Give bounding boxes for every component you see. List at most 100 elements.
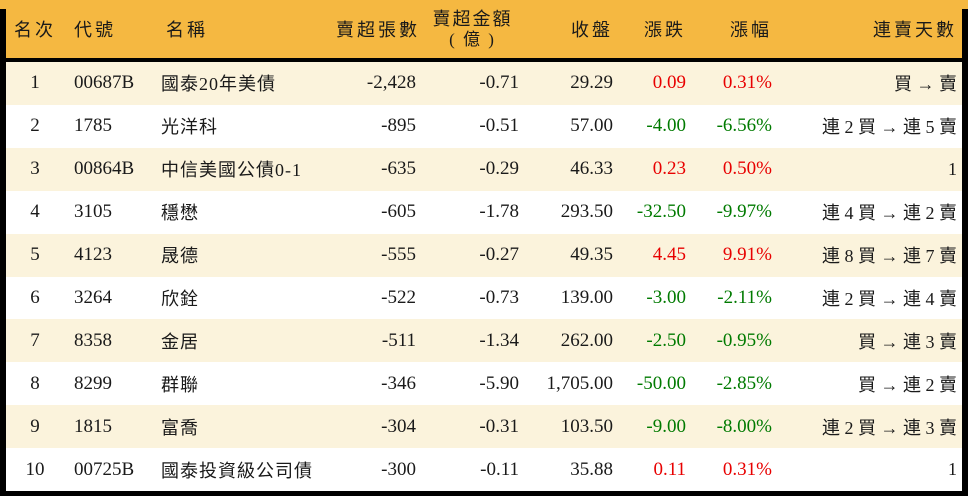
header-code: 代號 bbox=[74, 20, 116, 40]
name-cell: 群聯 bbox=[161, 374, 199, 395]
rank-cell: 7 bbox=[30, 329, 40, 351]
change-pct-cell: -2.85% bbox=[716, 372, 772, 394]
amount-cell: -0.51 bbox=[479, 115, 519, 137]
change-cell: -32.50 bbox=[636, 201, 686, 223]
streak-cell: 1 bbox=[948, 459, 957, 480]
volume-cell: -304 bbox=[381, 415, 416, 437]
table-body: 1 00687B 國泰20年美債 -2,428 -0.71 29.29 0.09 0.31% 買… bbox=[6, 62, 962, 492]
close-cell: 57.00 bbox=[570, 115, 613, 137]
name-cell: 穩懋 bbox=[161, 203, 199, 224]
amount-cell: -0.27 bbox=[479, 244, 519, 266]
volume-cell: -895 bbox=[381, 115, 416, 137]
code-cell: 00687B bbox=[74, 72, 135, 94]
table-row: 1 00687B 國泰20年美債 -2,428 -0.71 29.29 0.09 0.31% 買… bbox=[6, 62, 962, 105]
rank-cell: 10 bbox=[25, 458, 45, 480]
table-row: 4 3105 穩懋 -605 -1.78 293.50 -32.50 -9.97% 連 4 買 … bbox=[6, 190, 962, 234]
streak-cell: 連 4 買 → 連 2 賣 bbox=[822, 203, 957, 224]
close-cell: 1,705.00 bbox=[546, 372, 614, 394]
table-row: 10 00725B 國泰投資級公司債 -300 -0.11 35.88 0.11 0.31% 1 bbox=[6, 448, 962, 492]
change-pct-cell: -2.11% bbox=[717, 286, 772, 308]
change-pct-cell: 9.91% bbox=[722, 244, 772, 266]
streak-cell: 買 → 連 2 賣 bbox=[858, 374, 957, 395]
code-cell: 00725B bbox=[74, 458, 135, 480]
code-cell: 8358 bbox=[74, 329, 112, 351]
change-pct-cell: 0.31% bbox=[722, 72, 772, 94]
table-row: 3 00864B 中信美國公債0-1 -635 -0.29 46.33 0.23 0.50% 1 bbox=[6, 147, 962, 191]
change-cell: 0.23 bbox=[652, 158, 686, 180]
change-cell: -2.50 bbox=[646, 329, 686, 351]
streak-cell: 買 → 賣 bbox=[894, 74, 957, 95]
amount-cell: -0.31 bbox=[479, 415, 519, 437]
code-cell: 4123 bbox=[74, 244, 112, 266]
streak-cell: 連 2 買 → 連 4 賣 bbox=[822, 288, 957, 309]
change-cell: -4.00 bbox=[646, 115, 686, 137]
change-pct-cell: -8.00% bbox=[716, 415, 772, 437]
header-rank: 名次 bbox=[14, 20, 56, 40]
streak-cell: 買 → 連 3 賣 bbox=[858, 331, 957, 352]
change-pct-cell: 0.31% bbox=[722, 458, 772, 480]
volume-cell: -2,428 bbox=[366, 72, 416, 94]
amount-cell: -1.34 bbox=[479, 329, 519, 351]
amount-cell: -0.71 bbox=[479, 72, 519, 94]
change-cell: -3.00 bbox=[646, 286, 686, 308]
header-name: 名稱 bbox=[166, 20, 208, 40]
table-row: 8 8299 群聯 -346 -5.90 1,705.00 -50.00 -2.85% 買 → … bbox=[6, 362, 962, 406]
header-change: 漲跌 bbox=[644, 20, 686, 40]
rank-cell: 2 bbox=[30, 115, 40, 137]
name-cell: 富喬 bbox=[161, 417, 199, 438]
close-cell: 46.33 bbox=[570, 158, 613, 180]
volume-cell: -635 bbox=[381, 158, 416, 180]
change-pct-cell: -6.56% bbox=[716, 115, 772, 137]
header-close: 收盤 bbox=[571, 20, 613, 40]
name-cell: 國泰20年美債 bbox=[161, 74, 276, 95]
code-cell: 00864B bbox=[74, 158, 135, 180]
table-row: 9 1815 富喬 -304 -0.31 103.50 -9.00 -8.00% 連 2 買 →… bbox=[6, 405, 962, 449]
code-cell: 3264 bbox=[74, 286, 112, 308]
amount-cell: -0.73 bbox=[479, 286, 519, 308]
change-cell: 0.09 bbox=[652, 72, 686, 94]
streak-cell: 連 2 買 → 連 5 賣 bbox=[822, 117, 957, 138]
rank-cell: 1 bbox=[30, 72, 40, 94]
amount-cell: -0.29 bbox=[479, 158, 519, 180]
header-amount-line1: 賣超金額 bbox=[432, 8, 513, 29]
rank-cell: 6 bbox=[30, 286, 40, 308]
close-cell: 35.88 bbox=[570, 458, 613, 480]
code-cell: 8299 bbox=[74, 372, 112, 394]
code-cell: 1785 bbox=[74, 115, 112, 137]
rank-cell: 9 bbox=[30, 415, 40, 437]
header-streak: 連賣天數 bbox=[873, 20, 957, 40]
volume-cell: -300 bbox=[381, 458, 416, 480]
streak-cell: 連 2 買 → 連 3 賣 bbox=[822, 417, 957, 438]
change-cell: -50.00 bbox=[636, 372, 686, 394]
name-cell: 晟德 bbox=[161, 246, 199, 267]
change-pct-cell: -9.97% bbox=[716, 201, 772, 223]
rank-cell: 4 bbox=[30, 201, 40, 223]
change-cell: 0.11 bbox=[653, 458, 686, 480]
close-cell: 49.35 bbox=[570, 244, 613, 266]
table-row: 2 1785 光洋科 -895 -0.51 57.00 -4.00 -6.56% 連 2 買 →… bbox=[6, 104, 962, 148]
close-cell: 293.50 bbox=[560, 201, 613, 223]
change-pct-cell: -0.95% bbox=[716, 329, 772, 351]
name-cell: 光洋科 bbox=[161, 117, 218, 138]
volume-cell: -346 bbox=[381, 372, 416, 394]
rank-cell: 8 bbox=[30, 372, 40, 394]
code-cell: 1815 bbox=[74, 415, 112, 437]
close-cell: 262.00 bbox=[560, 329, 613, 351]
change-pct-cell: 0.50% bbox=[722, 158, 772, 180]
header-change-pct: 漲幅 bbox=[730, 20, 772, 40]
close-cell: 139.00 bbox=[560, 286, 613, 308]
header-amount-line2: ( 億 ) bbox=[449, 29, 496, 49]
volume-cell: -555 bbox=[381, 244, 416, 266]
code-cell: 3105 bbox=[74, 201, 112, 223]
name-cell: 中信美國公債0-1 bbox=[161, 160, 302, 181]
header-volume: 賣超張數 bbox=[336, 20, 420, 40]
streak-cell: 1 bbox=[948, 158, 957, 179]
name-cell: 欣銓 bbox=[161, 288, 199, 309]
rank-cell: 5 bbox=[30, 244, 40, 266]
header-amount: 賣超金額 ( 億 ) bbox=[422, 9, 525, 49]
amount-cell: -0.11 bbox=[480, 458, 519, 480]
name-cell: 國泰投資級公司債 bbox=[161, 460, 313, 481]
volume-cell: -605 bbox=[381, 201, 416, 223]
close-cell: 103.50 bbox=[560, 415, 613, 437]
